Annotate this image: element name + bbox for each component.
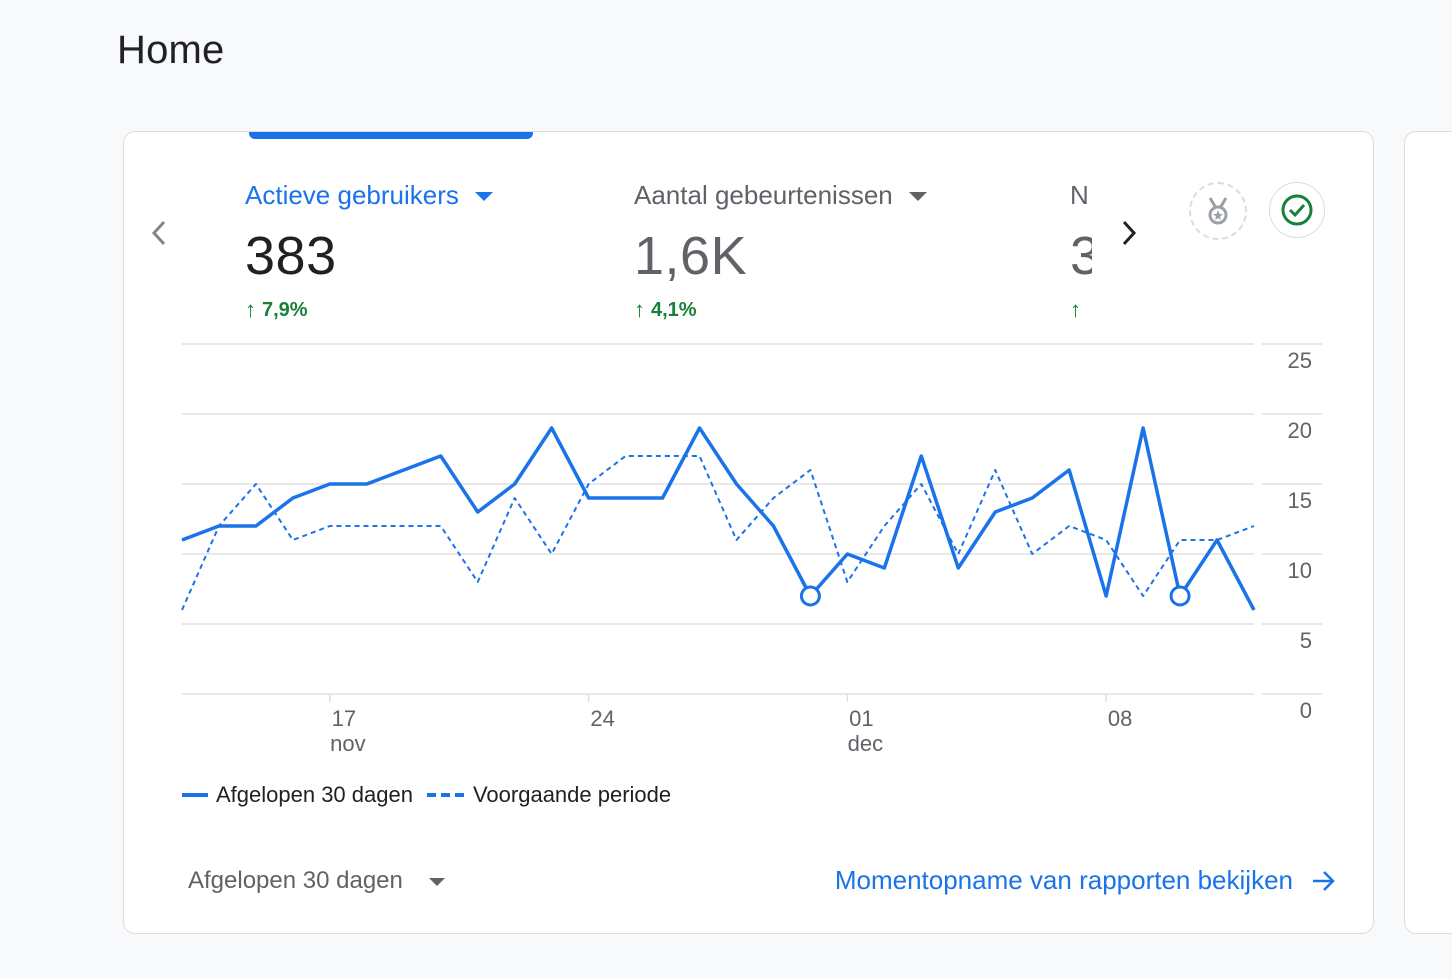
metric-active-users[interactable]: Actieve gebruikers 383 ↑ 7,9% bbox=[245, 180, 493, 323]
medal-icon bbox=[1208, 197, 1228, 225]
legend-item-previous: Voorgaande periode bbox=[426, 782, 672, 808]
data-quality-button[interactable] bbox=[1269, 182, 1325, 238]
chevron-left-icon bbox=[151, 220, 166, 246]
metric-label: Aantal gebeurtenissen bbox=[634, 180, 893, 210]
previous-period-line bbox=[181, 455, 1255, 611]
x-tick-label: 08 bbox=[1108, 706, 1132, 731]
caret-down-icon[interactable] bbox=[474, 192, 493, 201]
date-range-label: Afgelopen 30 dagen bbox=[188, 867, 403, 894]
insights-badge-button[interactable] bbox=[1189, 182, 1247, 240]
check-circle-icon bbox=[1281, 194, 1313, 226]
metric-value: 383 bbox=[245, 226, 337, 286]
page-title: Home bbox=[117, 28, 225, 72]
previous-metrics-button[interactable] bbox=[144, 218, 174, 248]
x-tick-month-label: nov bbox=[330, 731, 365, 756]
arrow-up-icon: ↑ bbox=[634, 297, 645, 322]
y-tick-label: 25 bbox=[1288, 348, 1312, 373]
active-tab-indicator bbox=[249, 132, 533, 139]
solid-line-swatch bbox=[182, 793, 208, 797]
y-tick-label: 15 bbox=[1288, 488, 1312, 513]
metric-change: ↑ 4,1% bbox=[634, 297, 927, 323]
x-tick-label: 24 bbox=[590, 706, 614, 731]
x-tick-month-label: dec bbox=[848, 731, 883, 756]
metric-change-value: 4,1% bbox=[651, 298, 697, 321]
arrow-right-icon bbox=[1313, 870, 1335, 891]
link-label: Momentopname van rapporten bekijken bbox=[834, 865, 1293, 895]
metric-value: 3 bbox=[1070, 225, 1092, 287]
date-range-dropdown[interactable]: Afgelopen 30 dagen bbox=[188, 867, 445, 895]
metric-change: ↑ 7,9% bbox=[245, 297, 493, 323]
legend-label: Voorgaande periode bbox=[472, 782, 672, 807]
metric-event-count[interactable]: Aantal gebeurtenissen 1,6K ↑ 4,1% bbox=[634, 180, 927, 323]
metric-label: Actieve gebruikers bbox=[245, 180, 459, 210]
metric-change-value: 7,9% bbox=[262, 298, 308, 321]
metric-change: ↑ bbox=[1070, 297, 1092, 323]
legend-item-current: Afgelopen 30 dagen bbox=[182, 782, 413, 808]
metric-value: 1,6K bbox=[634, 226, 748, 286]
caret-down-icon[interactable] bbox=[908, 192, 927, 201]
chevron-right-icon bbox=[1122, 220, 1137, 246]
x-tick-label: 17 bbox=[332, 706, 356, 731]
data-point-marker bbox=[799, 585, 821, 607]
chart-legend: Afgelopen 30 dagen Voorgaande periode bbox=[182, 782, 685, 808]
x-tick-label: 01 bbox=[849, 706, 873, 731]
caret-down-icon bbox=[428, 878, 445, 886]
overview-card: Actieve gebruikers 383 ↑ 7,9% Aantal geb… bbox=[123, 131, 1374, 934]
next-card-partial bbox=[1404, 131, 1452, 934]
metric-label: N bbox=[1070, 180, 1089, 210]
view-reports-snapshot-link[interactable]: Momentopname van rapporten bekijken bbox=[835, 865, 1337, 896]
metric-third-partial[interactable]: N 3 ↑ bbox=[1070, 180, 1092, 323]
arrow-up-icon: ↑ bbox=[1070, 297, 1081, 322]
y-tick-label: 0 bbox=[1300, 698, 1312, 723]
dashed-line-swatch bbox=[426, 793, 465, 797]
y-tick-label: 10 bbox=[1288, 558, 1312, 583]
data-point-marker bbox=[1169, 585, 1191, 607]
y-tick-label: 5 bbox=[1300, 628, 1312, 653]
legend-label: Afgelopen 30 dagen bbox=[216, 782, 413, 807]
current-period-line bbox=[181, 426, 1256, 611]
y-tick-label: 20 bbox=[1288, 418, 1312, 443]
arrow-up-icon: ↑ bbox=[245, 297, 256, 322]
next-metrics-button[interactable] bbox=[1114, 218, 1144, 248]
